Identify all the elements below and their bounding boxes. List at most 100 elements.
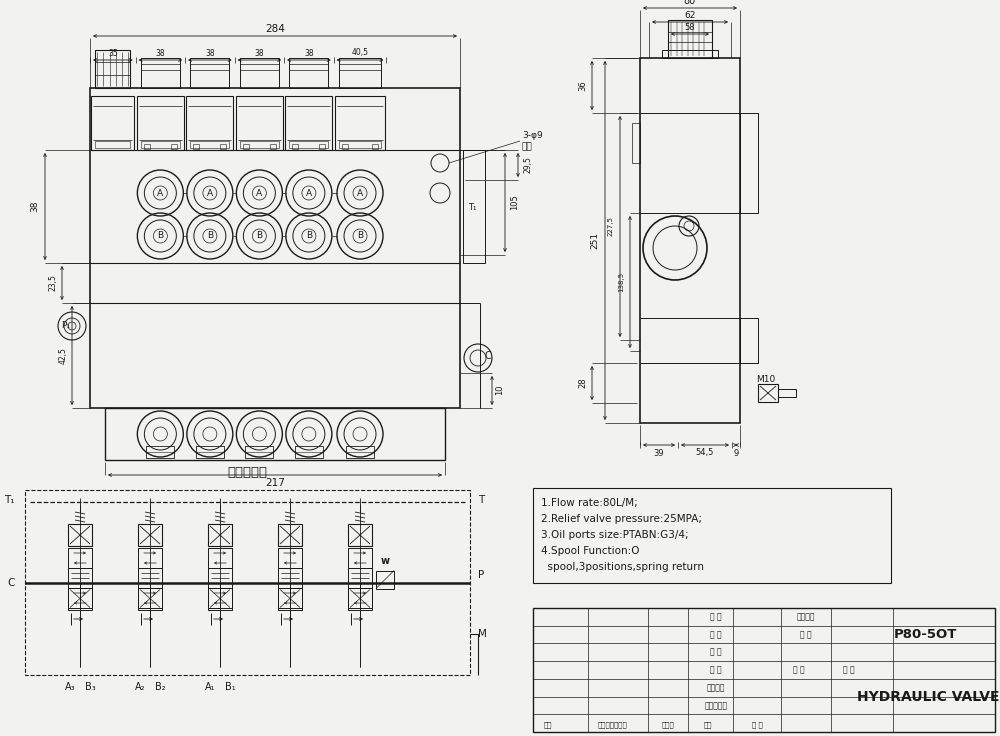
Text: A₃: A₃ <box>65 682 75 692</box>
Text: 3-φ9: 3-φ9 <box>522 130 543 140</box>
Text: B₂: B₂ <box>155 682 165 692</box>
Text: 更改人: 更改人 <box>662 722 674 729</box>
Bar <box>758 384 778 402</box>
Bar <box>335 96 385 150</box>
Text: C: C <box>485 351 491 361</box>
Bar <box>95 141 130 148</box>
Text: 审 核: 审 核 <box>752 722 762 729</box>
Bar <box>220 144 226 149</box>
Bar <box>278 588 302 608</box>
Text: 重 量: 重 量 <box>800 630 812 639</box>
Text: 38: 38 <box>255 49 264 57</box>
Text: T₁: T₁ <box>468 202 476 211</box>
Bar <box>138 568 162 588</box>
Text: 制 图: 制 图 <box>710 630 722 639</box>
Bar <box>289 58 328 88</box>
Text: 1.Flow rate:80L/M;: 1.Flow rate:80L/M; <box>541 498 638 508</box>
Bar <box>95 50 130 88</box>
Bar <box>662 50 718 58</box>
Bar <box>348 548 372 568</box>
Text: P: P <box>478 570 484 579</box>
Text: 第 张: 第 张 <box>843 665 855 674</box>
Text: 80: 80 <box>684 0 696 6</box>
Text: P₁: P₁ <box>62 322 70 330</box>
Bar <box>146 446 174 458</box>
Text: 4.Spool Function:O: 4.Spool Function:O <box>541 546 640 556</box>
Bar <box>270 144 276 149</box>
Bar <box>105 408 445 460</box>
Bar <box>171 144 177 149</box>
Text: 36: 36 <box>578 80 588 91</box>
Bar <box>342 144 348 149</box>
Text: 251: 251 <box>590 232 600 249</box>
Text: 35: 35 <box>108 49 118 57</box>
Text: 62: 62 <box>684 10 696 19</box>
Bar <box>278 524 302 546</box>
Text: A₂: A₂ <box>135 682 145 692</box>
Text: 38: 38 <box>205 49 215 57</box>
Text: 28: 28 <box>578 378 588 389</box>
Bar <box>25 490 470 675</box>
Text: 105: 105 <box>511 194 520 210</box>
Text: 日期: 日期 <box>704 722 712 729</box>
Bar <box>278 587 302 609</box>
Bar <box>372 144 378 149</box>
Text: M: M <box>478 629 487 640</box>
Bar <box>208 587 232 609</box>
Bar <box>243 144 249 149</box>
Bar <box>240 141 279 148</box>
Text: 标记: 标记 <box>544 722 552 729</box>
Text: B₃: B₃ <box>85 682 95 692</box>
Text: 23,5: 23,5 <box>48 275 58 291</box>
Text: w: w <box>380 556 390 565</box>
Bar <box>90 88 460 408</box>
Text: A: A <box>256 188 262 197</box>
Text: 标准化检查: 标准化检查 <box>704 701 728 710</box>
Text: A: A <box>207 188 213 197</box>
Text: 38: 38 <box>30 201 40 212</box>
Bar <box>186 96 233 150</box>
Bar <box>640 58 740 423</box>
Bar <box>91 96 134 150</box>
Bar <box>68 587 92 609</box>
Text: 2.Relief valve pressure:25MPA;: 2.Relief valve pressure:25MPA; <box>541 514 702 524</box>
Text: B: B <box>357 232 363 241</box>
Bar <box>339 141 381 148</box>
Bar <box>68 548 92 568</box>
Text: M10: M10 <box>756 375 776 383</box>
Text: 工艺检查: 工艺检查 <box>707 683 725 693</box>
Bar <box>137 96 184 150</box>
Text: 共 张: 共 张 <box>793 665 805 674</box>
Text: T: T <box>478 495 484 505</box>
Bar <box>740 318 758 363</box>
Bar <box>138 588 162 608</box>
Bar <box>240 58 279 88</box>
Text: 42,5: 42,5 <box>58 347 68 364</box>
Bar <box>138 587 162 609</box>
Bar <box>141 141 180 148</box>
Text: B: B <box>306 232 312 241</box>
Text: 227,5: 227,5 <box>608 216 614 236</box>
Text: 54,5: 54,5 <box>696 448 714 458</box>
Text: 39: 39 <box>654 448 664 458</box>
Bar <box>346 446 374 458</box>
Text: B: B <box>207 232 213 241</box>
Bar <box>292 144 298 149</box>
Bar <box>289 141 328 148</box>
Text: A: A <box>157 188 163 197</box>
Bar <box>348 587 372 609</box>
Text: 29,5: 29,5 <box>524 157 532 174</box>
Text: 9: 9 <box>733 448 739 458</box>
Text: 284: 284 <box>265 24 285 34</box>
Bar <box>533 488 891 583</box>
Text: P80-5OT: P80-5OT <box>893 628 957 641</box>
Bar <box>68 568 92 588</box>
Bar <box>778 389 796 397</box>
Bar <box>295 446 323 458</box>
Bar <box>463 150 485 263</box>
Bar <box>138 524 162 546</box>
Text: 设 计: 设 计 <box>710 612 722 621</box>
Text: 38: 38 <box>156 49 165 57</box>
Text: spool,3positions,spring return: spool,3positions,spring return <box>541 562 704 572</box>
Bar <box>68 524 92 546</box>
